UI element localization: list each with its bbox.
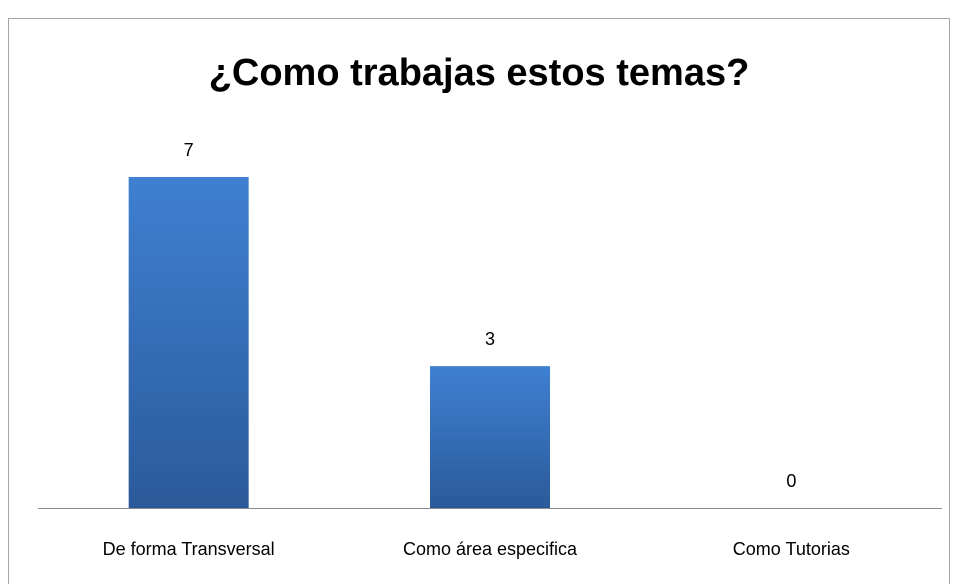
data-label: 0	[786, 471, 796, 491]
data-label: 3	[485, 329, 495, 349]
x-tick-label: Como área especifica	[403, 539, 578, 559]
x-tick-label: Como Tutorias	[733, 539, 850, 559]
bar	[430, 366, 550, 508]
bar	[128, 177, 249, 508]
data-label: 7	[184, 140, 194, 160]
chart-title: ¿Como trabajas estos temas?	[209, 52, 750, 94]
x-tick-label: De forma Transversal	[103, 539, 275, 559]
